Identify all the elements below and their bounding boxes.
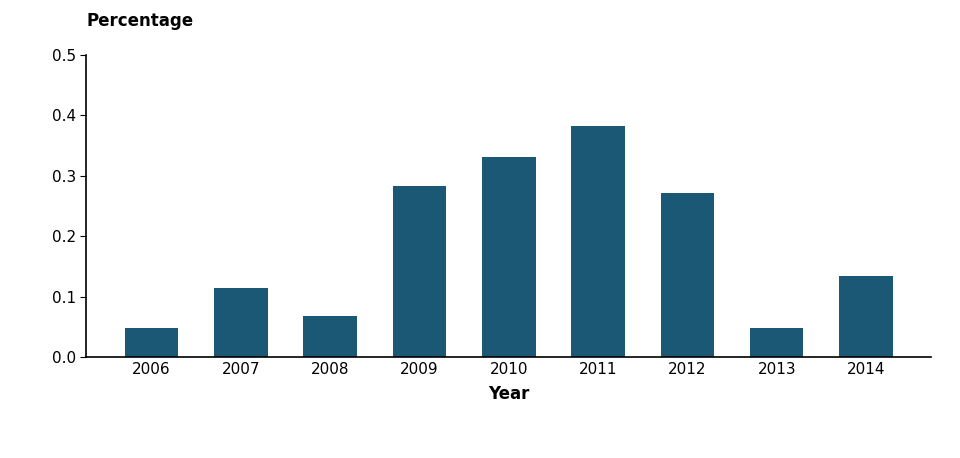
Text: Percentage: Percentage bbox=[86, 12, 194, 30]
Bar bbox=[660, 193, 714, 357]
Bar bbox=[393, 185, 446, 357]
Bar bbox=[571, 125, 625, 357]
Bar bbox=[482, 157, 536, 357]
Bar bbox=[303, 316, 357, 357]
Bar bbox=[839, 276, 893, 357]
Bar bbox=[214, 289, 268, 357]
Bar bbox=[125, 328, 179, 357]
X-axis label: Year: Year bbox=[488, 386, 530, 403]
Bar bbox=[750, 327, 804, 357]
